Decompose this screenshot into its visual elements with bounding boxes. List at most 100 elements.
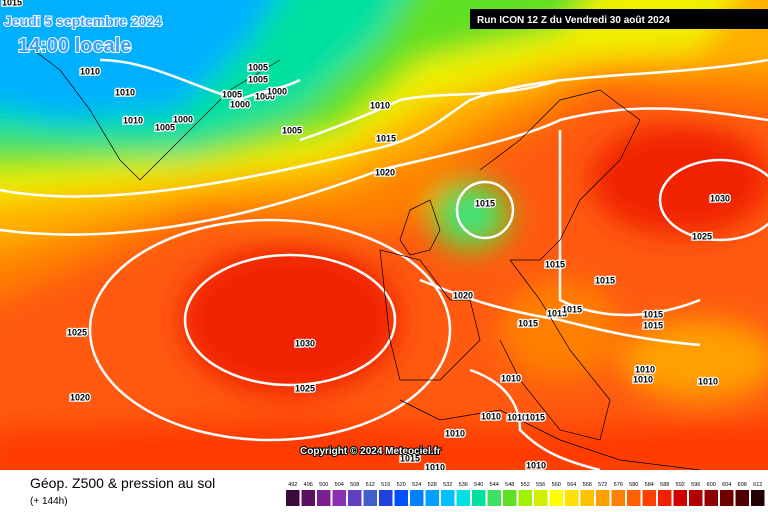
isobar-label: 1015 bbox=[2, 0, 22, 7]
coastlines bbox=[19, 39, 701, 470]
isobar-labels: 1015101010101010100510001005100010051005… bbox=[1, 0, 732, 472]
scale-label: 552 bbox=[521, 482, 530, 488]
scale-swatch bbox=[580, 490, 594, 506]
scale-swatch bbox=[472, 490, 486, 506]
scale-swatch bbox=[410, 490, 424, 506]
isobar-label: 1010 bbox=[445, 428, 465, 438]
scale-label: 512 bbox=[366, 482, 375, 488]
isobar-label: 1010 bbox=[425, 462, 445, 472]
scale-swatch bbox=[704, 490, 718, 506]
isobar-label: 1015 bbox=[547, 308, 567, 318]
scale-swatch bbox=[596, 490, 610, 506]
scale-swatch bbox=[673, 490, 687, 506]
scale-swatch bbox=[751, 490, 765, 506]
isobar-label: 1000 bbox=[173, 114, 193, 124]
scale-swatch bbox=[642, 490, 656, 506]
isobar-label: 1010 bbox=[633, 374, 653, 384]
scale-swatch bbox=[487, 490, 501, 506]
isobar-label: 1005 bbox=[222, 89, 242, 99]
scale-swatch bbox=[518, 490, 532, 506]
scale-label: 536 bbox=[459, 482, 468, 488]
isobar-label: 1010 bbox=[698, 376, 718, 386]
isobar-label: 1000 bbox=[267, 86, 287, 96]
isobar-label: 1005 bbox=[155, 122, 175, 132]
scale-swatch bbox=[658, 490, 672, 506]
isobar-label: 1010 bbox=[123, 115, 143, 125]
isobar-label: 1015 bbox=[400, 453, 420, 463]
isobar-label: 1005 bbox=[248, 74, 268, 84]
scale-label: 584 bbox=[645, 482, 654, 488]
isobar-label: 1015 bbox=[562, 304, 582, 314]
map-time: 14:00 locale bbox=[18, 35, 131, 57]
isobar-label: 1015 bbox=[376, 133, 396, 143]
scale-label: 504 bbox=[335, 482, 344, 488]
isobar-label: 1025 bbox=[67, 327, 87, 337]
isobar-label: 1015 bbox=[643, 309, 663, 319]
scale-swatch bbox=[317, 490, 331, 506]
scale-label: 612 bbox=[753, 482, 762, 488]
scale-label: 564 bbox=[567, 482, 576, 488]
isobar-label: 1010 bbox=[501, 373, 521, 383]
isobar-label: 1010 bbox=[370, 100, 390, 110]
scale-label: 524 bbox=[412, 482, 421, 488]
copyright: Copyright © 2024 Meteociel.fr bbox=[300, 446, 441, 457]
scale-label: 548 bbox=[505, 482, 514, 488]
isobar-label: 1015 bbox=[518, 318, 538, 328]
scale-swatch bbox=[627, 490, 641, 506]
isobar-label: 1010 bbox=[115, 87, 135, 97]
isobar-label: 1020 bbox=[453, 290, 473, 300]
run-info: Run ICON 12 Z du Vendredi 30 août 2024 bbox=[477, 15, 670, 26]
scale-label: 500 bbox=[319, 482, 328, 488]
scale-label: 560 bbox=[552, 482, 561, 488]
isobar-label: 1015 bbox=[643, 320, 663, 330]
scale-swatch bbox=[565, 490, 579, 506]
scale-label: 608 bbox=[738, 482, 747, 488]
scale-label: 568 bbox=[583, 482, 592, 488]
isobar-label: 1030 bbox=[710, 193, 730, 203]
scale-label: 528 bbox=[428, 482, 437, 488]
scale-swatch bbox=[456, 490, 470, 506]
scale-label: 508 bbox=[350, 482, 359, 488]
isobar-label: 1005 bbox=[282, 125, 302, 135]
scale-swatch bbox=[689, 490, 703, 506]
map-field: 1015101010101010100510001005100010051005… bbox=[0, 0, 768, 472]
isobar-label: 1010 bbox=[526, 460, 546, 470]
scale-swatch bbox=[720, 490, 734, 506]
scale-swatch bbox=[441, 490, 455, 506]
isobar-label: 1005 bbox=[248, 62, 268, 72]
scale-swatch bbox=[503, 490, 517, 506]
isobar-label: 1015 bbox=[545, 259, 565, 269]
scale-label: 580 bbox=[629, 482, 638, 488]
isobar-label: 1015 bbox=[595, 275, 615, 285]
scale-swatch bbox=[549, 490, 563, 506]
color-scale: 492 496 500 504 508 512 516 520 524 528 532 536 540 5… bbox=[286, 482, 765, 506]
isobar-label: 1030 bbox=[295, 338, 315, 348]
isobar-label: 1015 bbox=[525, 412, 545, 422]
isobar-label: 1010 bbox=[507, 412, 527, 422]
scale-swatch bbox=[735, 490, 749, 506]
scale-label: 596 bbox=[691, 482, 700, 488]
scale-label: 540 bbox=[474, 482, 483, 488]
scale-label: 600 bbox=[707, 482, 716, 488]
run-box bbox=[470, 9, 768, 29]
isobar-label: 1010 bbox=[80, 66, 100, 76]
scale-label: 604 bbox=[722, 482, 731, 488]
scale-label: 532 bbox=[443, 482, 452, 488]
scale-swatch bbox=[425, 490, 439, 506]
footer-title: Géop. Z500 & pression au sol bbox=[30, 475, 215, 491]
isobar-label: 1015 bbox=[475, 198, 495, 208]
scale-swatch bbox=[611, 490, 625, 506]
scale-swatch bbox=[394, 490, 408, 506]
map-date: Jeudi 5 septembre 2024 bbox=[4, 13, 162, 29]
scale-label: 496 bbox=[304, 482, 313, 488]
isobar-label: 1025 bbox=[692, 231, 712, 241]
scale-label: 520 bbox=[397, 482, 406, 488]
scale-swatch bbox=[534, 490, 548, 506]
scale-label: 492 bbox=[288, 482, 297, 488]
scale-swatch bbox=[332, 490, 346, 506]
isobar-label: 1000 bbox=[255, 91, 275, 101]
scale-swatch bbox=[379, 490, 393, 506]
isobar-label: 1010 bbox=[481, 411, 501, 421]
scale-swatch bbox=[301, 490, 315, 506]
